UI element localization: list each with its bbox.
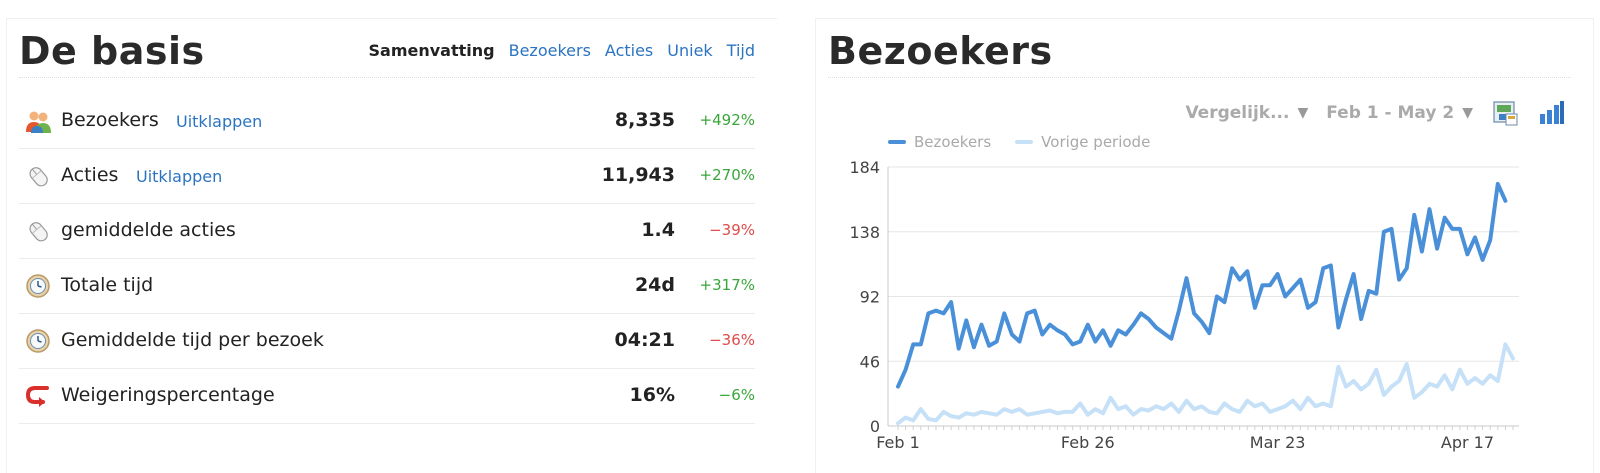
tab-acties[interactable]: Acties (604, 41, 654, 60)
tab-tijd[interactable]: Tijd (726, 41, 755, 60)
legend-swatch (1015, 140, 1034, 144)
expand-link-bezoekers[interactable]: Uitklappen (176, 112, 263, 131)
panel-title: Bezoekers (828, 29, 1053, 73)
metric-label: gemiddelde acties (61, 219, 236, 241)
metric-change: −36% (709, 331, 755, 349)
metric-value: 8,335 (614, 109, 675, 131)
legend-label: Bezoekers (914, 133, 992, 151)
metrics-list: Bezoekers Uitklappen 8,335 +492% Acties … (19, 94, 755, 424)
series-line-vorige-periode[interactable] (896, 342, 1515, 426)
metric-label: Weigeringspercentage (61, 384, 275, 406)
compare-label: Vergelijk... (1185, 103, 1290, 123)
metric-value: 11,943 (601, 164, 675, 186)
metric-row-bezoekers: Bezoekers Uitklappen 8,335 +492% (19, 94, 755, 149)
basics-tabs: Samenvatting Bezoekers Acties Uniek Tijd (369, 41, 756, 60)
metric-value: 04:21 (614, 329, 675, 351)
bar-chart-icon[interactable] (1537, 99, 1565, 127)
metric-row-total-time: Totale tijd 24d +317% (19, 259, 755, 314)
visitors-icon (26, 111, 51, 133)
compare-dropdown[interactable]: Vergelijk... ▼ (1185, 103, 1308, 123)
legend-label: Vorige periode (1041, 133, 1151, 151)
metric-row-avg-actions: gemiddelde acties 1.4 −39% (19, 204, 755, 259)
metric-change: +492% (699, 111, 755, 129)
x-tick-label: Feb 1 (876, 433, 920, 452)
x-tick-label: Mar 23 (1250, 433, 1306, 452)
metric-change: +270% (699, 166, 755, 184)
chevron-down-icon: ▼ (1462, 105, 1473, 121)
expand-link-acties[interactable]: Uitklappen (136, 167, 223, 186)
date-range-label: Feb 1 - May 2 (1326, 103, 1455, 123)
chevron-down-icon: ▼ (1297, 105, 1309, 121)
metric-change: −39% (709, 221, 755, 239)
metric-label: Bezoekers (61, 109, 159, 131)
panel-title: De basis (19, 29, 205, 73)
header-divider (19, 77, 755, 78)
metric-row-acties: Acties Uitklappen 11,943 +270% (19, 149, 755, 204)
tab-samenvatting[interactable]: Samenvatting (368, 41, 495, 60)
basics-panel: De basis Samenvatting Bezoekers Acties U… (6, 18, 777, 473)
mouse-icon (29, 222, 48, 242)
legend-item-bezoekers[interactable]: Bezoekers (888, 133, 991, 151)
export-icon[interactable] (1491, 99, 1519, 127)
bounce-arrow-icon (25, 386, 49, 407)
legend-item-vorige-periode[interactable]: Vorige periode (1015, 133, 1150, 151)
clock-icon (26, 329, 50, 353)
chart-controls: Vergelijk... ▼ Feb 1 - May 2 ▼ (1185, 99, 1565, 127)
y-tick-label: 0 (870, 417, 880, 436)
metric-label: Acties (61, 164, 119, 186)
metric-value: 24d (634, 274, 675, 296)
metric-value: 1.4 (641, 219, 675, 241)
y-tick-label: 46 (860, 352, 880, 371)
chart-legend: Bezoekers Vorige periode (888, 133, 1150, 151)
metric-row-bounce: Weigeringspercentage 16% −6% (19, 369, 755, 424)
metric-value: 16% (629, 384, 675, 406)
metric-label: Gemiddelde tijd per bezoek (61, 329, 324, 351)
date-range-dropdown[interactable]: Feb 1 - May 2 ▼ (1326, 103, 1473, 123)
metric-change: +317% (699, 276, 755, 294)
x-tick-label: Apr 17 (1441, 433, 1494, 452)
y-tick-label: 138 (849, 223, 880, 242)
y-tick-label: 92 (860, 288, 880, 307)
visitors-panel: Bezoekers Vergelijk... ▼ Feb 1 - May 2 ▼ (815, 18, 1594, 473)
x-tick-label: Feb 26 (1061, 433, 1115, 452)
legend-swatch (888, 140, 906, 144)
y-tick-label: 184 (849, 159, 880, 177)
header-divider (828, 77, 1571, 78)
clock-icon (26, 274, 50, 298)
metric-label: Totale tijd (61, 274, 154, 296)
visitors-line-chart[interactable]: 0 46 92 138 184 Feb 1 Feb 26 Mar 23 Apr 17 (816, 159, 1593, 473)
tab-uniek[interactable]: Uniek (667, 41, 713, 60)
tab-bezoekers[interactable]: Bezoekers (508, 41, 591, 60)
series-line-bezoekers[interactable] (896, 181, 1508, 389)
metric-row-avg-time: Gemiddelde tijd per bezoek 04:21 −36% (19, 314, 755, 369)
metric-change: −6% (718, 386, 755, 404)
mouse-icon (29, 167, 48, 187)
